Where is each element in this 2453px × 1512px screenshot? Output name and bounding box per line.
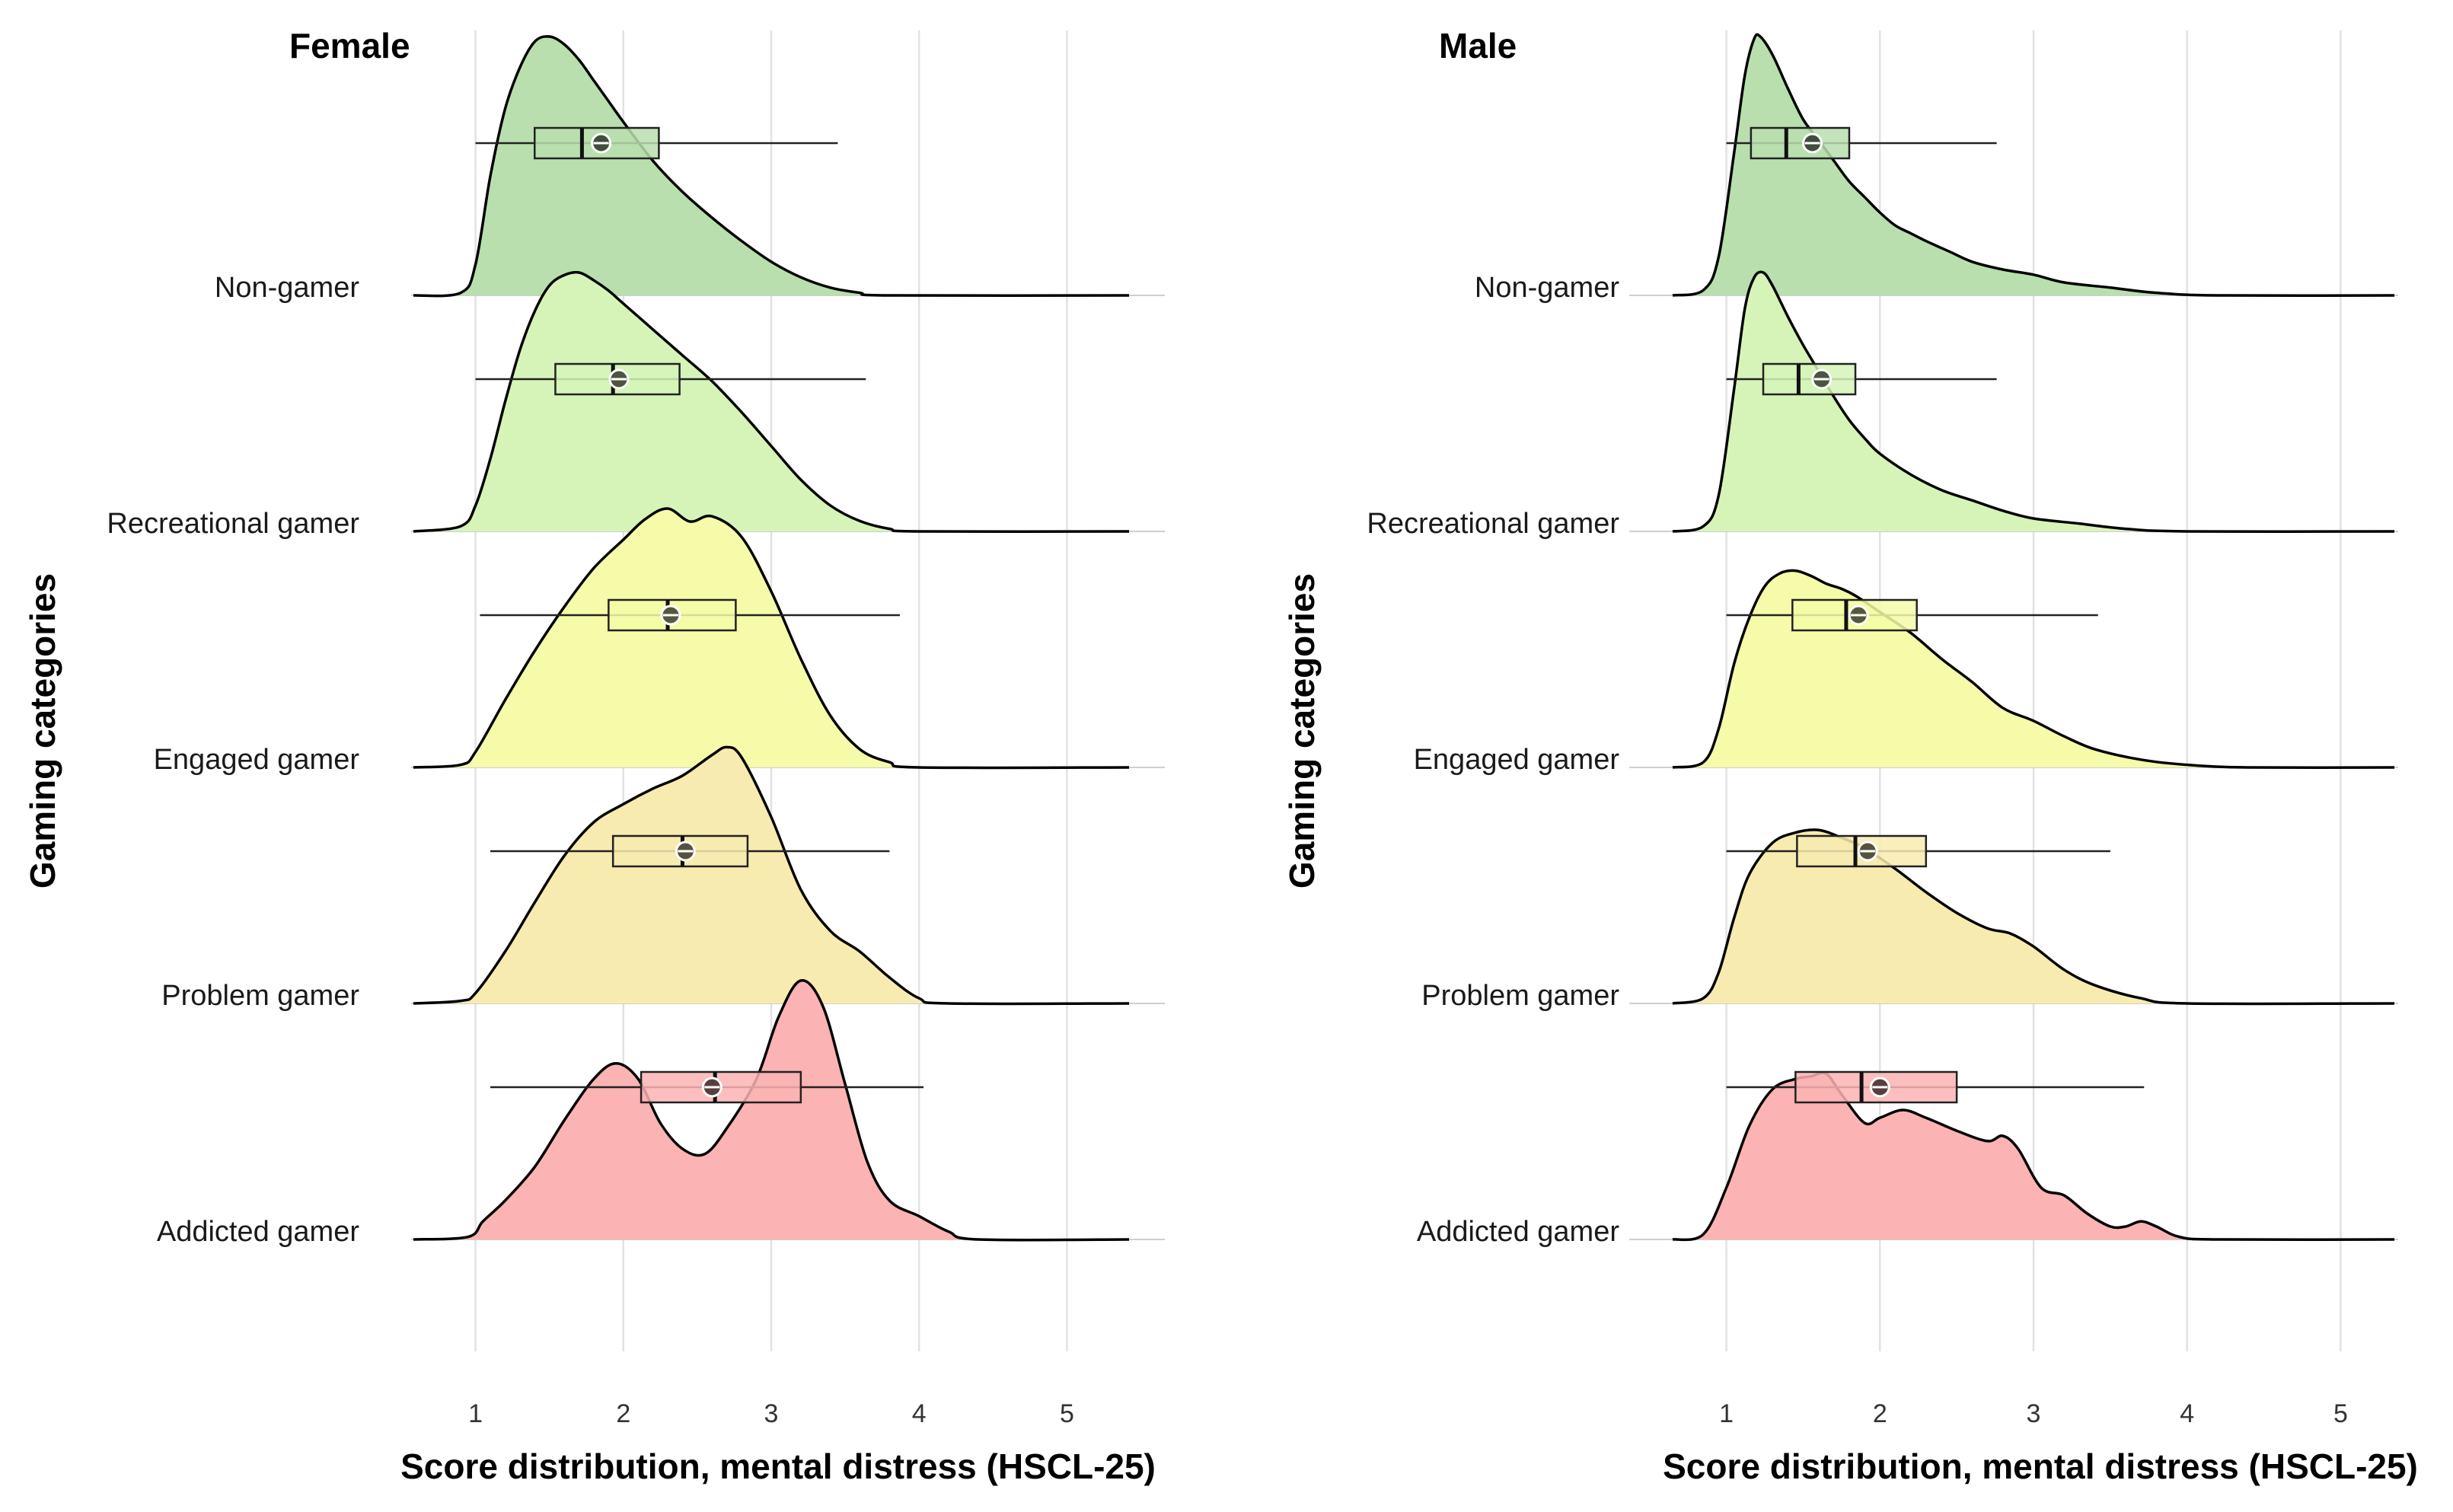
female-density-fill-addicted-gamer xyxy=(413,980,1129,1240)
female-density-fill-problem-gamer xyxy=(413,747,1129,1004)
female-density-line-non-gamer xyxy=(413,35,1130,298)
female-density-line-addicted-gamer xyxy=(413,979,1130,1242)
male-density-fill-non-gamer xyxy=(1673,34,2394,296)
female-category-label-engaged-gamer: Engaged gamer xyxy=(154,744,360,776)
male-x-tick-label-3: 3 xyxy=(2027,1399,2041,1428)
male-category-label-addicted-gamer: Addicted gamer xyxy=(1417,1216,1619,1248)
female-y-axis-title: Gaming categories xyxy=(23,573,62,888)
female-density-fill-engaged-gamer xyxy=(413,508,1129,768)
female-x-tick-label-4: 4 xyxy=(912,1399,927,1428)
female-category-label-non-gamer: Non-gamer xyxy=(215,272,359,304)
male-panel-title: Male xyxy=(1439,26,1517,65)
male-ridge-problem-gamer xyxy=(1629,828,2398,1006)
female-ridge-engaged-gamer xyxy=(411,507,1165,770)
male-density-fill-recreational-gamer xyxy=(1673,272,2394,532)
male-density-line-non-gamer xyxy=(1672,33,2395,298)
female-density-fill-recreational-gamer xyxy=(413,272,1129,532)
female-category-label-addicted-gamer: Addicted gamer xyxy=(157,1216,359,1248)
male-density-line-addicted-gamer xyxy=(1672,1071,2395,1242)
male-box-recreational-gamer xyxy=(1762,362,1857,396)
male-category-label-recreational-gamer: Recreational gamer xyxy=(1367,508,1619,540)
male-category-label-problem-gamer: Problem gamer xyxy=(1421,980,1619,1012)
male-x-tick-label-2: 2 xyxy=(1873,1399,1887,1428)
male-ridge-addicted-gamer xyxy=(1629,1070,2398,1242)
male-x-tick-label-4: 4 xyxy=(2180,1399,2194,1428)
female-x-tick-label-2: 2 xyxy=(616,1399,630,1428)
male-panel: Male Gaming categories Score distributio… xyxy=(1282,26,2418,1486)
female-x-tick-label-5: 5 xyxy=(1060,1399,1074,1428)
male-category-label-engaged-gamer: Engaged gamer xyxy=(1414,744,1620,776)
male-box-engaged-gamer xyxy=(1791,598,1918,632)
female-density-line-engaged-gamer xyxy=(413,507,1130,770)
male-ridge-engaged-gamer xyxy=(1629,569,2398,770)
female-density-line-recreational-gamer xyxy=(413,270,1130,534)
female-panel: Female Gaming categories Score distribut… xyxy=(23,26,1165,1486)
female-ridge-problem-gamer xyxy=(411,745,1165,1006)
female-ridge-addicted-gamer xyxy=(411,979,1165,1242)
male-density-line-problem-gamer xyxy=(1672,828,2395,1006)
female-ridge-recreational-gamer xyxy=(411,270,1165,534)
female-density-fill-non-gamer xyxy=(413,36,1129,296)
female-ridge-non-gamer xyxy=(411,35,1165,298)
male-category-label-non-gamer: Non-gamer xyxy=(1475,272,1619,304)
male-ridge-recreational-gamer xyxy=(1629,270,2398,534)
female-density-line-problem-gamer xyxy=(413,745,1130,1006)
female-category-label-problem-gamer: Problem gamer xyxy=(161,980,359,1012)
male-density-line-recreational-gamer xyxy=(1672,270,2395,534)
female-panel-title: Female xyxy=(289,26,410,65)
male-density-fill-addicted-gamer xyxy=(1673,1073,2394,1240)
female-x-tick-label-3: 3 xyxy=(764,1399,779,1428)
female-category-label-recreational-gamer: Recreational gamer xyxy=(107,508,359,540)
female-box-addicted-gamer xyxy=(640,1070,802,1104)
male-x-axis-title: Score distribution, mental distress (HSC… xyxy=(1663,1447,2418,1486)
female-x-axis-title: Score distribution, mental distress (HSC… xyxy=(400,1447,1156,1486)
male-density-fill-problem-gamer xyxy=(1673,829,2394,1004)
male-box-non-gamer xyxy=(1750,126,1851,160)
female-x-tick-label-1: 1 xyxy=(468,1399,483,1428)
male-ridge-non-gamer xyxy=(1629,33,2398,298)
male-y-axis-title: Gaming categories xyxy=(1282,573,1322,888)
male-x-tick-label-5: 5 xyxy=(2333,1399,2348,1428)
male-x-tick-label-1: 1 xyxy=(1719,1399,1734,1428)
